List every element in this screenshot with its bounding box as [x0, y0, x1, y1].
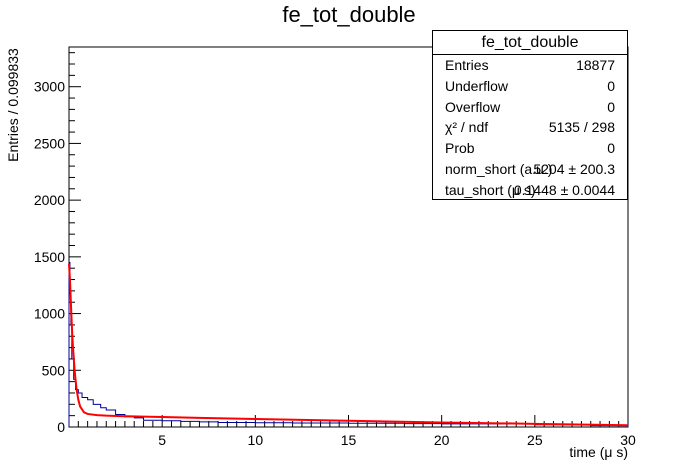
stats-box: fe_tot_double Entries 18877 Underflow 0 … [432, 30, 628, 200]
stats-label: Entries [445, 57, 489, 73]
y-tick-label: 2000 [34, 192, 65, 208]
stats-value: 5204 ± 200.3 [533, 160, 615, 177]
stats-row-entries: Entries 18877 [433, 55, 627, 76]
stats-value: 18877 [576, 57, 615, 73]
stats-row-tau-short: tau_short (μ s) 0.1448 ± 0.0044 [433, 180, 627, 201]
stats-row-overflow: Overflow 0 [433, 97, 627, 118]
y-tick-label: 2500 [34, 135, 65, 151]
stats-label: Prob [445, 140, 475, 157]
y-tick-label: 3000 [34, 79, 65, 95]
x-tick-label: 10 [248, 432, 264, 448]
x-axis-label: time (μ s) [569, 444, 628, 460]
stats-label: tau_short (μ s) [445, 181, 536, 198]
chart-title: fe_tot_double [282, 2, 416, 27]
y-tick-label: 1000 [34, 306, 65, 322]
x-tick-label: 15 [341, 432, 357, 448]
x-tick-label: 25 [527, 432, 543, 448]
stats-value: 5135 / 298 [548, 119, 615, 136]
histogram-series [68, 262, 629, 427]
stats-title: fe_tot_double [433, 31, 627, 55]
stats-row-prob: Prob 0 [433, 138, 627, 159]
y-tick-label: 500 [42, 362, 66, 378]
stats-value: 0 [607, 140, 615, 157]
x-tick-label: 5 [158, 432, 166, 448]
stats-value: 0 [607, 77, 615, 94]
stats-label: χ² / ndf [445, 119, 489, 136]
stats-row-chi2: χ² / ndf 5135 / 298 [433, 117, 627, 138]
stats-label: Overflow [445, 98, 501, 115]
x-tick-label: 30 [620, 432, 636, 448]
stats-value: 0 [607, 98, 615, 115]
stats-row-underflow: Underflow 0 [433, 76, 627, 97]
y-axis-label: Entries / 0.099833 [5, 48, 21, 162]
y-tick-label: 1500 [34, 249, 65, 265]
fit-curve [68, 263, 629, 427]
stats-label: Underflow [445, 77, 509, 94]
stats-row-norm-short: norm_short (a.u.) 5204 ± 200.3 [433, 159, 627, 180]
stats-value: 0.1448 ± 0.0044 [513, 181, 615, 198]
x-tick-label: 20 [434, 432, 450, 448]
x-axis: 5 10 15 20 25 30 [77, 415, 636, 448]
y-tick-label: 0 [57, 419, 65, 435]
stats-label: norm_short (a.u.) [445, 160, 553, 177]
